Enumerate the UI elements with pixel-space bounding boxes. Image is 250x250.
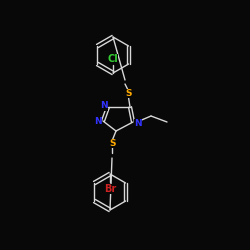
Text: S: S	[110, 138, 116, 147]
Text: Cl: Cl	[108, 54, 118, 64]
Text: Br: Br	[104, 184, 116, 194]
Text: N: N	[134, 118, 142, 128]
Text: S: S	[126, 88, 132, 98]
Text: N: N	[94, 118, 102, 126]
Text: N: N	[100, 102, 108, 110]
